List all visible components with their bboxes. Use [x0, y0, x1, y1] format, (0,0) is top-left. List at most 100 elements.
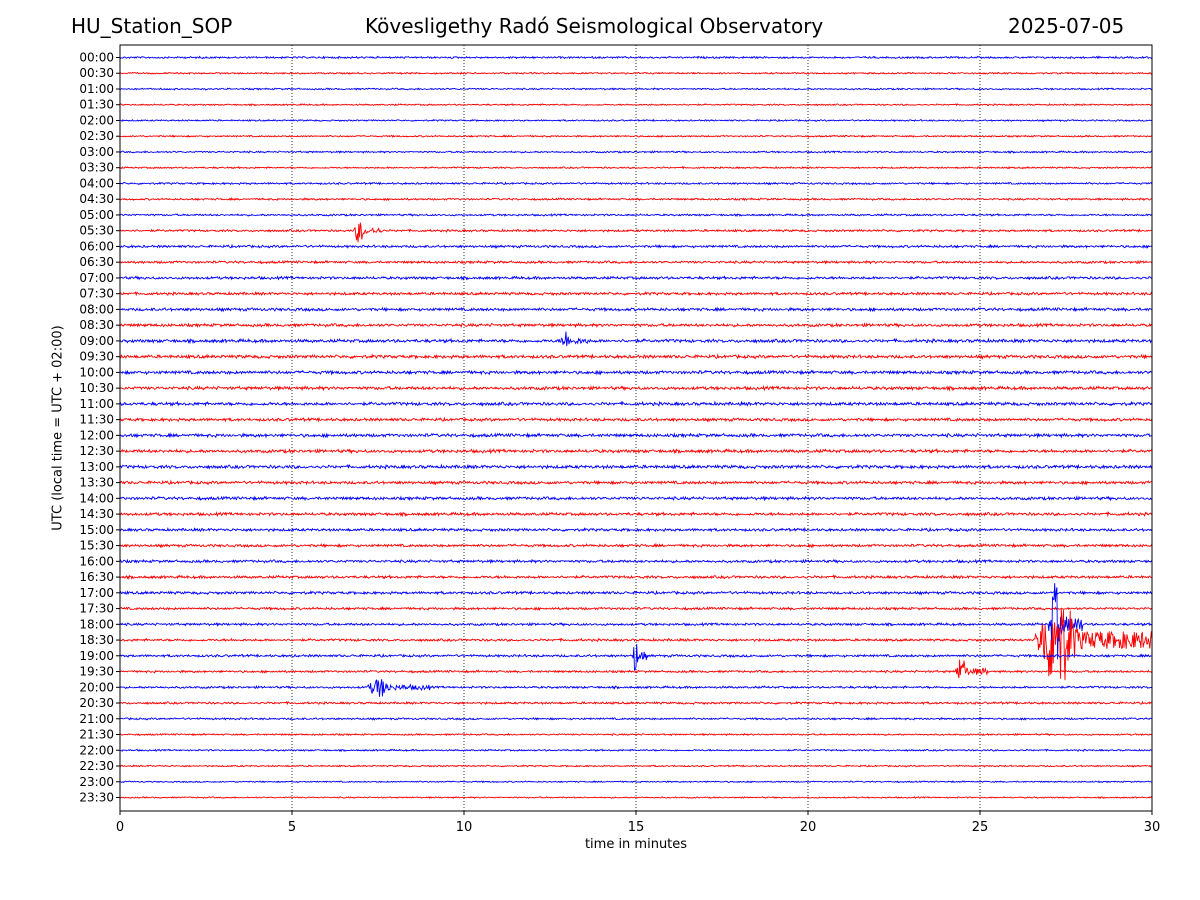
trace-0330 [119, 165, 1153, 170]
trace-1530 [119, 542, 1153, 549]
x-tick-label: 5 [288, 820, 296, 835]
y-tick-label: 14:00 [79, 491, 114, 505]
trace-1330 [119, 479, 1153, 486]
trace-2130 [119, 732, 1152, 737]
plot-frame [119, 44, 1153, 812]
y-tick-label: 05:00 [79, 208, 114, 222]
trace-1100 [119, 400, 1153, 407]
trace-1730 [119, 605, 1153, 612]
y-tick-label: 10:30 [79, 381, 114, 395]
trace-0500 [119, 212, 1153, 218]
x-axis-label: time in minutes [584, 837, 688, 852]
y-tick-label: 14:30 [79, 507, 114, 521]
trace-2330 [119, 795, 1153, 800]
y-tick-label: 18:00 [79, 617, 114, 631]
trace-1700 [119, 589, 1153, 596]
trace-1130 [119, 416, 1153, 423]
y-tick-label: 18:30 [79, 633, 114, 647]
trace-2030 [119, 700, 1153, 706]
y-tick-label: 19:00 [79, 649, 114, 663]
y-tick-label: 15:00 [79, 523, 114, 537]
y-tick-label: 09:00 [79, 334, 114, 348]
trace-0230 [119, 134, 1153, 138]
trace-1400 [119, 495, 1153, 502]
station-title: HU_Station_SOP [71, 14, 233, 38]
y-tick-label: 04:00 [79, 176, 114, 190]
y-tick-label: 04:30 [79, 192, 114, 206]
y-tick-label: 23:00 [79, 775, 114, 789]
y-tick-label: 03:00 [79, 145, 114, 159]
x-tick-label: 15 [628, 820, 645, 835]
y-tick-label: 09:30 [79, 350, 114, 364]
trace-1030 [119, 384, 1153, 392]
y-tick-label: 20:30 [79, 696, 114, 710]
trace-1630 [119, 574, 1153, 580]
y-tick-label: 16:00 [79, 554, 114, 568]
trace-0630 [119, 259, 1153, 265]
x-tick-label: 30 [1144, 820, 1161, 835]
y-tick-label: 03:30 [79, 161, 114, 175]
y-axis-label: UTC (local time = UTC + 02:00) [50, 325, 66, 531]
y-tick-label: 08:00 [79, 302, 114, 316]
trace-1230 [119, 447, 1153, 455]
trace-1930 [119, 659, 1153, 679]
trace-1500 [119, 526, 1153, 533]
y-tick-label: 02:00 [79, 113, 114, 127]
trace-1800 [119, 583, 1153, 660]
trace-0800 [119, 306, 1153, 313]
y-tick-label: 19:30 [79, 665, 114, 679]
y-tick-label: 17:30 [79, 602, 114, 616]
y-tick-label: 10:00 [79, 365, 114, 379]
trace-0130 [119, 103, 1153, 107]
y-tick-label: 01:00 [79, 82, 114, 96]
trace-2300 [119, 780, 1153, 784]
trace-0000 [119, 55, 1153, 60]
x-tick-label: 0 [116, 820, 124, 835]
y-tick-label: 07:30 [79, 287, 114, 301]
y-tick-label: 17:00 [79, 586, 114, 600]
trace-0600 [120, 243, 1153, 249]
trace-2000 [119, 679, 1153, 697]
y-tick-label: 01:30 [79, 98, 114, 112]
trace-1430 [119, 511, 1153, 518]
trace-1900 [119, 644, 1153, 671]
trace-0030 [119, 71, 1153, 75]
y-tick-label: 00:30 [79, 66, 114, 80]
y-tick-label: 07:00 [79, 271, 114, 285]
y-tick-label: 13:30 [79, 476, 114, 490]
trace-0430 [119, 197, 1153, 202]
trace-1000 [119, 369, 1153, 376]
y-tick-label: 12:30 [79, 444, 114, 458]
trace-2230 [119, 764, 1153, 768]
trace-0200 [119, 118, 1153, 123]
trace-1300 [119, 463, 1153, 470]
y-tick-label: 22:00 [79, 743, 114, 757]
trace-0830 [119, 322, 1153, 329]
y-tick-label: 00:00 [79, 51, 114, 65]
observatory-title: Kövesligethy Radó Seismological Observat… [365, 14, 824, 38]
trace-0300 [119, 150, 1153, 154]
y-tick-label: 11:00 [79, 397, 114, 411]
y-tick-label: 11:30 [79, 413, 114, 427]
trace-0900 [119, 331, 1153, 347]
y-tick-label: 16:30 [79, 570, 114, 584]
y-tick-label: 06:30 [79, 255, 114, 269]
x-tick-label: 20 [800, 820, 817, 835]
y-tick-label: 21:00 [79, 712, 114, 726]
y-tick-label: 02:30 [79, 129, 114, 143]
trace-0100 [119, 87, 1153, 91]
y-tick-label: 05:30 [79, 224, 114, 238]
trace-0730 [119, 290, 1153, 297]
trace-0700 [119, 275, 1153, 281]
trace-0930 [119, 353, 1153, 360]
y-tick-label: 21:30 [79, 728, 114, 742]
y-tick-label: 15:30 [79, 539, 114, 553]
y-tick-label: 20:00 [79, 680, 114, 694]
y-tick-label: 22:30 [79, 759, 114, 773]
x-tick-label: 25 [972, 820, 989, 835]
y-tick-label: 13:00 [79, 460, 114, 474]
x-tick-label: 10 [456, 820, 473, 835]
trace-1600 [119, 558, 1153, 565]
y-tick-label: 06:00 [79, 239, 114, 253]
